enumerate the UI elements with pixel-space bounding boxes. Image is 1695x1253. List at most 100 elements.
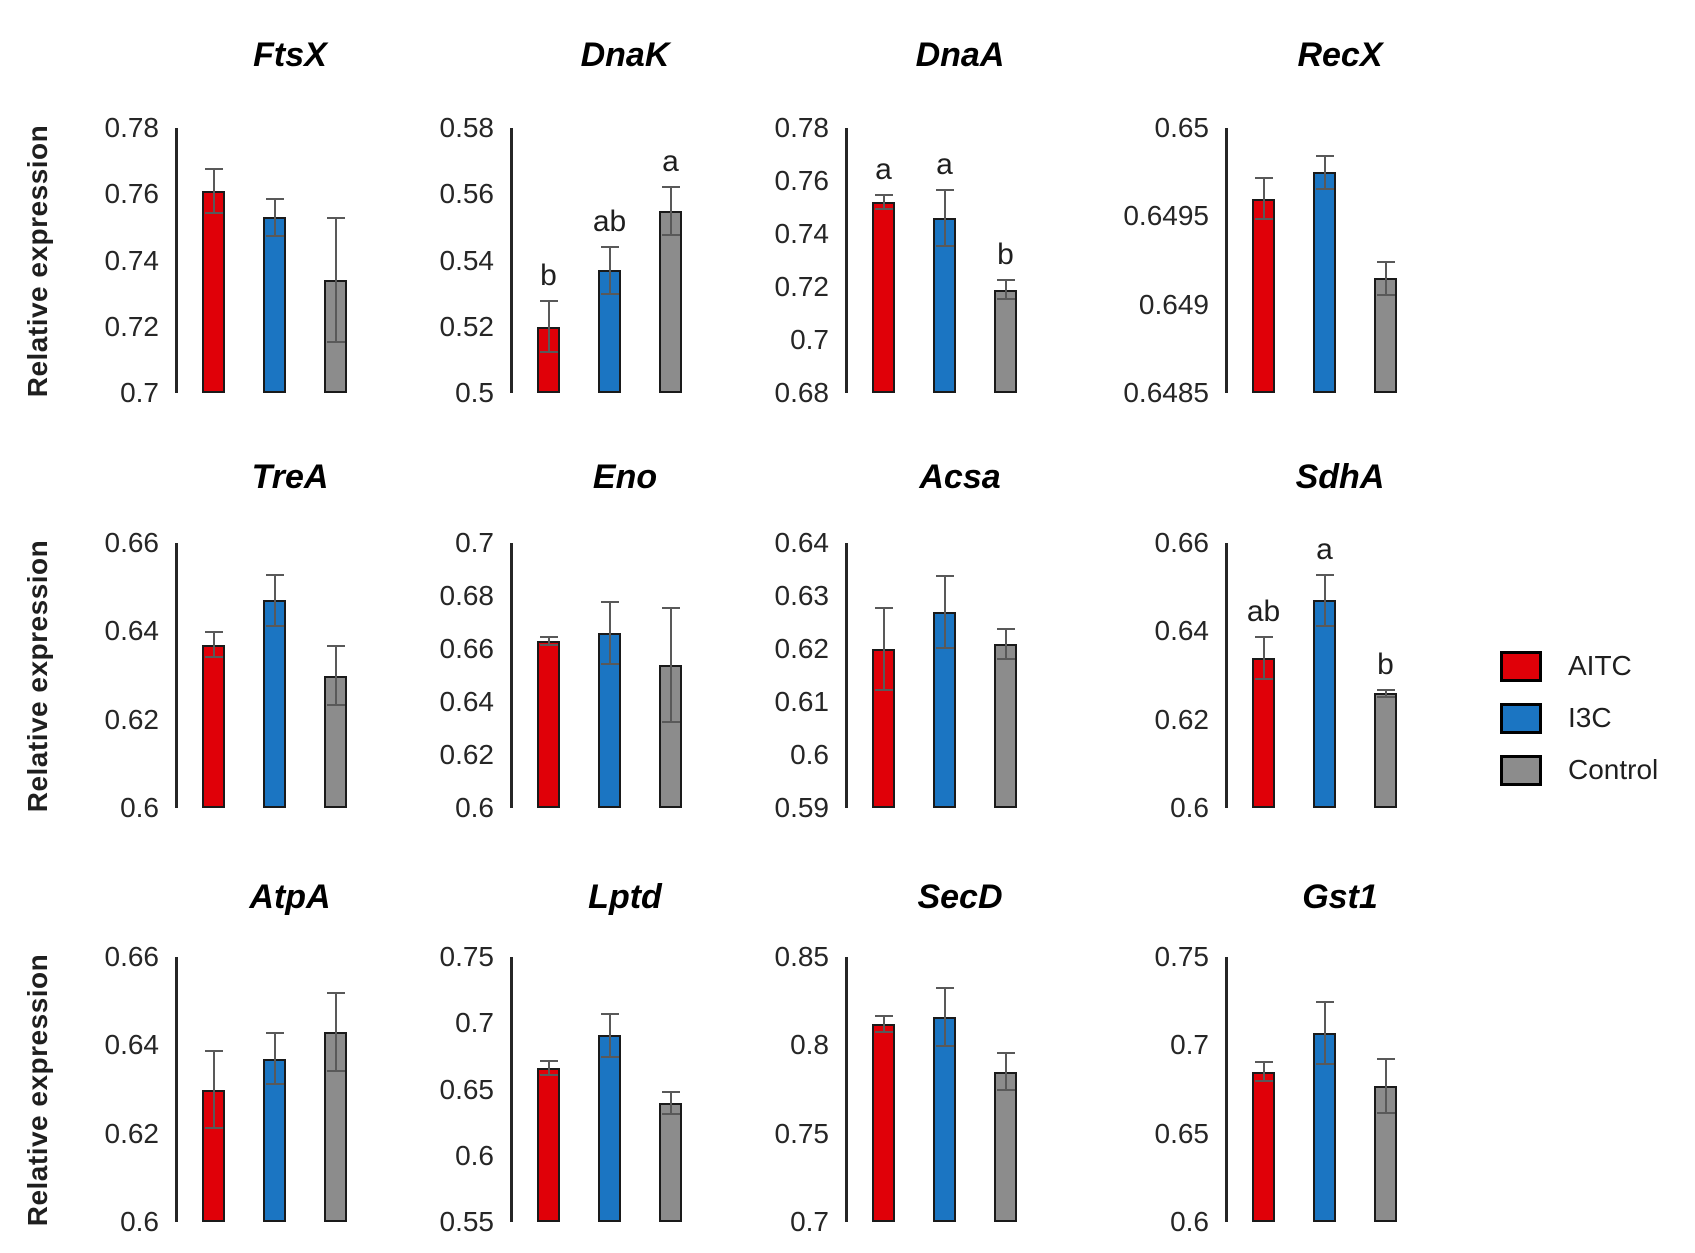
tick-label: 0.65	[439, 1073, 495, 1105]
chart-dnak: DnaK 0.58 0.56 0.54 0.52 0.5 b ab a	[405, 0, 740, 408]
error-bar-i3c	[600, 245, 619, 296]
significance-letter: b	[1377, 647, 1394, 681]
chart-dnaa: DnaA 0.78 0.76 0.74 0.72 0.7 0.68 a a b	[740, 0, 1075, 408]
bar-aitc	[1252, 1071, 1275, 1222]
chart-title: TreA	[251, 458, 329, 496]
bar-control	[659, 1102, 682, 1222]
tick-label: 0.8	[790, 1029, 829, 1061]
chart-trea: TreA 0.66 0.64 0.62 0.6	[70, 420, 405, 823]
legend-label: Control	[1568, 754, 1659, 785]
legend-label: AITC	[1568, 650, 1632, 681]
tick-label: 0.7	[455, 527, 494, 558]
bar-aitc	[202, 644, 225, 808]
bar-aitc	[1252, 198, 1275, 393]
bar-aitc	[872, 202, 895, 393]
tick-label: 0.6485	[1123, 377, 1209, 408]
legend-label: I3C	[1568, 702, 1612, 733]
error-bar-control	[326, 992, 345, 1072]
chart-eno: Eno 0.7 0.68 0.66 0.64 0.62 0.6	[405, 420, 740, 823]
chart-sdha: SdhA 0.66 0.64 0.62 0.6 ab a b	[1075, 420, 1455, 823]
error-bar-i3c	[265, 573, 284, 627]
error-bar-control	[661, 1090, 680, 1115]
tick-label: 0.76	[104, 178, 160, 210]
tick-label: 0.7	[790, 324, 829, 355]
tick-label: 0.63	[774, 580, 830, 611]
tick-label: 0.6	[1170, 792, 1209, 823]
tick-label: 0.59	[774, 792, 830, 823]
chart-row-2: Relative expression TreA 0.66 0.64 0.62 0.6 En…	[0, 420, 1695, 840]
significance-letter: a	[936, 147, 953, 181]
error-bar-aitc	[204, 631, 223, 658]
plot-area: b ab a	[510, 128, 740, 393]
tick-label: 0.6	[120, 1206, 159, 1237]
bar-control	[994, 643, 1017, 808]
significance-letter: a	[1316, 532, 1333, 566]
error-bar-control	[996, 279, 1015, 301]
tick-label: 0.64	[104, 615, 160, 647]
y-axis-tick-labels: 0.66 0.64 0.62 0.6	[1075, 527, 1225, 823]
tick-label: 0.62	[774, 633, 830, 664]
tick-label: 0.85	[774, 941, 830, 972]
y-axis-tick-labels: 0.64 0.63 0.62 0.61 0.6 0.59	[740, 527, 845, 823]
bar-aitc	[202, 190, 225, 393]
tick-label: 0.78	[774, 112, 830, 143]
y-axis-tick-labels: 0.78 0.76 0.74 0.72 0.7 0.68	[740, 112, 845, 408]
error-bar-i3c	[1315, 1001, 1334, 1065]
tick-label: 0.76	[774, 165, 830, 196]
y-axis-line	[175, 543, 178, 808]
y-axis-tick-labels: 0.66 0.64 0.62 0.6	[70, 527, 175, 823]
legend-swatch-aitc	[1500, 650, 1542, 682]
error-bar-control	[326, 217, 345, 344]
bar-aitc	[1252, 657, 1275, 808]
tick-label: 0.55	[439, 1206, 495, 1237]
error-bar-i3c	[265, 1032, 284, 1086]
bar-aitc	[537, 641, 560, 808]
bar-i3c	[598, 1035, 621, 1222]
error-bar-control	[996, 627, 1015, 660]
tick-label: 0.64	[104, 1029, 160, 1061]
error-bar-aitc	[204, 167, 223, 215]
error-bar-aitc	[204, 1049, 223, 1130]
error-bar-aitc	[539, 300, 558, 354]
tick-label: 0.62	[439, 739, 495, 770]
y-axis-line	[175, 128, 178, 393]
legend-entry-aitc: AITC	[1500, 650, 1658, 682]
tick-label: 0.62	[104, 703, 160, 735]
legend: AITC I3C Control	[1500, 650, 1658, 806]
tick-label: 0.6	[455, 792, 494, 823]
plot-area	[510, 543, 740, 808]
tick-label: 0.6	[1170, 1206, 1209, 1237]
y-axis-line	[845, 957, 848, 1222]
tick-label: 0.6495	[1123, 200, 1209, 232]
error-bar-aitc	[539, 635, 558, 647]
error-bar-i3c	[1315, 154, 1334, 190]
chart-acsa: Acsa 0.64 0.63 0.62 0.61 0.6 0.59	[740, 420, 1075, 823]
error-bar-control	[326, 644, 345, 707]
chart-lptd: Lptd 0.75 0.7 0.65 0.6 0.55	[405, 840, 740, 1237]
plot-area: a a b	[845, 128, 1075, 393]
error-bar-aitc	[874, 606, 893, 692]
chart-title: SdhA	[1295, 458, 1385, 496]
tick-label: 0.66	[104, 941, 160, 972]
chart-gst1: Gst1 0.75 0.7 0.65 0.6	[1075, 840, 1455, 1237]
y-axis-tick-labels: 0.78 0.76 0.74 0.72 0.7	[70, 112, 175, 408]
tick-label: 0.54	[439, 244, 495, 276]
tick-label: 0.72	[104, 310, 160, 342]
y-axis-tick-labels: 0.75 0.7 0.65 0.6 0.55	[405, 941, 510, 1237]
tick-label: 0.58	[439, 112, 495, 143]
chart-secd: SecD 0.85 0.8 0.75 0.7	[740, 840, 1075, 1237]
error-bar-i3c	[600, 1012, 619, 1058]
bar-control	[1374, 693, 1397, 808]
chart-ftsx: FtsX 0.78 0.76 0.74 0.72 0.7	[70, 0, 405, 408]
tick-label: 0.62	[104, 1117, 160, 1149]
y-axis-title: Relative expression	[0, 420, 70, 840]
plot-area	[845, 957, 1075, 1222]
error-bar-i3c	[265, 197, 284, 238]
tick-label: 0.649	[1138, 288, 1209, 320]
tick-label: 0.7	[790, 1206, 829, 1237]
legend-swatch-control	[1500, 754, 1542, 786]
tick-label: 0.68	[439, 580, 495, 611]
legend-swatch-i3c	[1500, 702, 1542, 734]
tick-label: 0.62	[1154, 703, 1210, 735]
plot-area	[175, 957, 405, 1222]
